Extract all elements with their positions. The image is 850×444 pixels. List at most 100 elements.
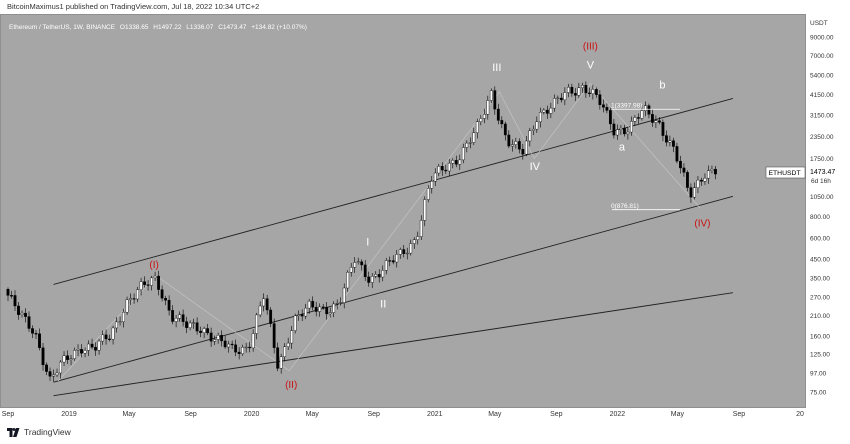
candle-body bbox=[640, 110, 644, 119]
candle-body bbox=[514, 141, 518, 145]
candle-body bbox=[644, 105, 647, 111]
candle-body bbox=[521, 148, 525, 155]
candle-body bbox=[594, 89, 598, 95]
candle-body bbox=[601, 104, 605, 108]
candle-body bbox=[153, 275, 157, 279]
candle-body bbox=[188, 322, 192, 328]
y-tick-label: 5400.00 bbox=[810, 72, 834, 79]
candle-body bbox=[587, 92, 591, 94]
candle-body bbox=[444, 169, 448, 172]
footer-brand-text: TradingView bbox=[24, 427, 71, 437]
channel-line-lower[interactable] bbox=[53, 195, 734, 383]
candle-body bbox=[360, 261, 364, 266]
footer-branding[interactable]: TradingView bbox=[7, 427, 71, 437]
ticker-tag bbox=[765, 166, 806, 179]
candle-body bbox=[104, 334, 108, 340]
candle-body bbox=[178, 314, 182, 319]
wave-label: V bbox=[587, 59, 595, 71]
candle-body bbox=[619, 127, 623, 130]
candle-body bbox=[255, 314, 259, 334]
candle-body bbox=[195, 322, 199, 332]
ohlc-change: +134.82 (+10.07%) bbox=[251, 24, 307, 31]
candle-body bbox=[714, 168, 717, 175]
candle-body bbox=[129, 298, 132, 300]
y-tick-label: 800.00 bbox=[810, 214, 830, 221]
candle-body bbox=[675, 146, 679, 162]
x-tick-label: May bbox=[488, 411, 502, 418]
x-tick-label: 20 bbox=[796, 411, 804, 418]
candle-body bbox=[209, 332, 213, 342]
candle-body bbox=[556, 97, 560, 100]
candle-body bbox=[391, 260, 395, 263]
candle-body bbox=[24, 312, 27, 317]
x-tick-label: 2020 bbox=[244, 411, 260, 418]
price-axis[interactable] bbox=[806, 14, 850, 408]
candle-body bbox=[374, 274, 378, 277]
candle-body bbox=[608, 110, 612, 125]
candle-body bbox=[118, 321, 122, 323]
candle-body bbox=[577, 87, 581, 96]
candle-body bbox=[433, 172, 437, 182]
wave-label: a bbox=[619, 141, 626, 153]
wave-label: (III) bbox=[583, 42, 598, 53]
time-axis[interactable] bbox=[0, 408, 850, 424]
candle-body bbox=[612, 123, 616, 136]
candle-body bbox=[700, 179, 703, 182]
y-tick-label: 270.00 bbox=[810, 295, 830, 302]
candle-body bbox=[629, 121, 633, 133]
candle-body bbox=[31, 328, 34, 334]
candle-body bbox=[160, 289, 164, 299]
symbol-legend: Ethereum / TetherUS, 1W, BINANCE O1338.6… bbox=[9, 24, 310, 31]
candle-body bbox=[297, 314, 301, 317]
candle-body bbox=[17, 305, 20, 315]
candle-body bbox=[679, 160, 682, 169]
candle-body bbox=[591, 89, 595, 94]
x-tick-label: Sep bbox=[550, 411, 563, 418]
candle-body bbox=[622, 127, 626, 135]
channel-line-lower-2[interactable] bbox=[53, 292, 734, 397]
wave-label: I bbox=[366, 237, 369, 249]
candle-body bbox=[528, 130, 532, 142]
candle-body bbox=[115, 321, 118, 329]
candle-body bbox=[563, 92, 567, 101]
x-tick-label: Sep bbox=[2, 411, 15, 418]
candle-body bbox=[507, 134, 511, 147]
candle-body bbox=[370, 276, 374, 283]
candle-body bbox=[475, 121, 479, 133]
candle-body bbox=[668, 140, 672, 143]
candle-body bbox=[479, 118, 483, 122]
price-tag-value: 1473.47 bbox=[810, 169, 835, 176]
candle-body bbox=[230, 343, 234, 346]
candle-body bbox=[279, 356, 283, 369]
candle-body bbox=[307, 300, 311, 309]
candle-body bbox=[265, 298, 269, 311]
x-tick-label: 2019 bbox=[61, 411, 77, 418]
candle-body bbox=[48, 371, 52, 377]
candle-body bbox=[545, 109, 549, 114]
candle-body bbox=[615, 129, 619, 136]
candle-body bbox=[248, 346, 252, 349]
ohlc-low: L1336.07 bbox=[186, 24, 214, 31]
candle-body bbox=[573, 93, 577, 96]
candle-body bbox=[83, 350, 87, 354]
candle-body bbox=[402, 249, 406, 254]
candle-body bbox=[73, 350, 76, 359]
publish-info: BitcoinMaximus1 published on TradingView… bbox=[7, 2, 260, 11]
candle-body bbox=[437, 166, 441, 174]
candle-body bbox=[139, 281, 143, 290]
candle-body bbox=[108, 338, 111, 340]
candle-body bbox=[426, 188, 430, 200]
candle-body bbox=[69, 358, 73, 360]
x-tick-label: May bbox=[671, 411, 685, 418]
candle-body bbox=[654, 120, 658, 123]
candle-body bbox=[696, 179, 700, 188]
candle-body bbox=[111, 327, 115, 340]
ohlc-close: C1473.47 bbox=[218, 24, 247, 31]
y-tick-label: 450.00 bbox=[810, 257, 830, 264]
candle-body bbox=[672, 140, 675, 147]
candle-body bbox=[689, 187, 693, 198]
candle-body bbox=[524, 140, 528, 155]
y-tick-label: 600.00 bbox=[810, 235, 830, 242]
candle-body bbox=[363, 264, 367, 278]
candle-body bbox=[52, 374, 55, 377]
